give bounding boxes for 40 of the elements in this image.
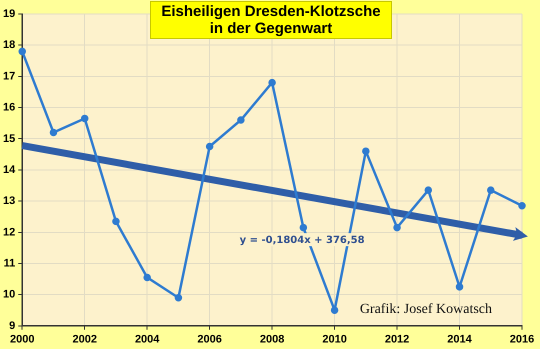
point bbox=[18, 48, 26, 56]
x-tick-label: 2002 bbox=[72, 333, 97, 346]
y-tick-label: 12 bbox=[2, 226, 16, 238]
x-tick-label: 2006 bbox=[197, 333, 222, 346]
chart-title: Eisheiligen Dresden-Klotzsche in der Gegenwart bbox=[151, 3, 391, 37]
y-tick-label: 15 bbox=[2, 132, 16, 145]
point bbox=[330, 306, 338, 314]
point bbox=[393, 224, 401, 232]
point bbox=[456, 283, 464, 291]
point bbox=[237, 116, 245, 124]
point bbox=[487, 186, 495, 194]
x-tick-label: 2014 bbox=[447, 333, 473, 346]
y-tick-label: 16 bbox=[2, 102, 16, 114]
point bbox=[112, 218, 120, 226]
point bbox=[174, 294, 182, 302]
y-tick-label: 13 bbox=[2, 195, 16, 208]
point bbox=[300, 224, 308, 232]
y-tick-label: 10 bbox=[2, 288, 16, 301]
x-tick-label: 2004 bbox=[134, 333, 160, 346]
x-tick-label: 2010 bbox=[322, 333, 347, 346]
y-tick-label: 11 bbox=[4, 257, 16, 270]
y-tick-label: 17 bbox=[2, 70, 16, 82]
point bbox=[206, 142, 214, 150]
point bbox=[424, 186, 432, 194]
annotation: Grafik: Josef Kowatsch bbox=[360, 302, 492, 317]
point bbox=[362, 147, 370, 155]
point bbox=[50, 128, 58, 136]
annotation: y = -0,1804x + 376,58 bbox=[240, 235, 365, 246]
point bbox=[518, 202, 526, 210]
y-tick-label: 18 bbox=[2, 39, 16, 52]
point bbox=[80, 114, 88, 122]
point bbox=[268, 78, 276, 86]
y-tick-label: 14 bbox=[2, 164, 16, 176]
y-tick-label: 9 bbox=[9, 320, 16, 332]
y-tick-label: 19 bbox=[2, 8, 16, 20]
x-tick-label: 2012 bbox=[384, 333, 410, 346]
x-tick-label: 2016 bbox=[510, 333, 534, 346]
x-tick-label: 2008 bbox=[260, 333, 284, 346]
point bbox=[143, 274, 151, 282]
x-tick-label: 2000 bbox=[10, 333, 34, 346]
